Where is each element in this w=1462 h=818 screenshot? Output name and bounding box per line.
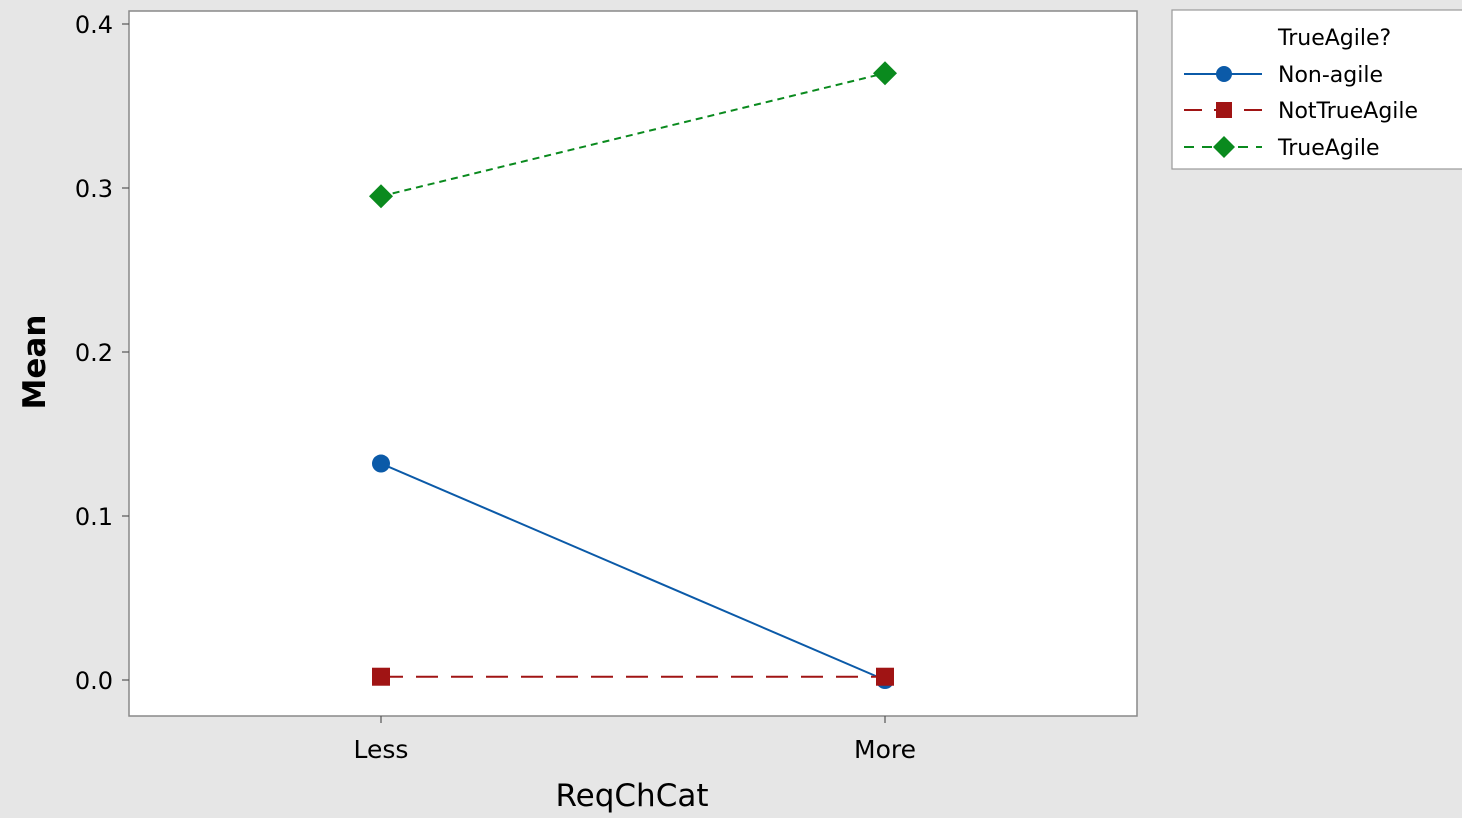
- y-tick-label: 0.1: [75, 503, 113, 531]
- y-tick-label: 0.0: [75, 667, 113, 695]
- series-line-true-agile: [380, 72, 886, 198]
- legend-marker-true-agile: [1213, 136, 1235, 158]
- legend-title: TrueAgile?: [1277, 26, 1391, 51]
- x-tick-label: Less: [354, 735, 409, 764]
- series-not-true-agile-point-1: [876, 667, 894, 686]
- series-true-agile-point-0: [369, 184, 393, 209]
- plot-area: [128, 10, 1138, 717]
- y-tick-label: 0.4: [75, 11, 113, 39]
- legend-marker-not-true-agile: [1216, 102, 1232, 118]
- legend-label-non-agile: Non-agile: [1278, 63, 1383, 88]
- y-axis-label: Mean: [17, 315, 53, 410]
- legend-marker-non-agile: [1216, 66, 1232, 82]
- x-tick-label: More: [854, 735, 916, 764]
- y-tick-label: 0.3: [75, 175, 113, 203]
- legend-label-true-agile: TrueAgile: [1277, 136, 1380, 161]
- series-not-true-agile-point-0: [372, 667, 390, 686]
- x-axis-label: ReqChCat: [556, 778, 709, 814]
- y-tick-label: 0.2: [75, 339, 113, 367]
- series-line-non-agile: [380, 462, 886, 681]
- series-non-agile-point-0: [372, 454, 390, 473]
- legend-label-not-true-agile: NotTrueAgile: [1278, 99, 1418, 124]
- series-true-agile-point-1: [873, 61, 897, 86]
